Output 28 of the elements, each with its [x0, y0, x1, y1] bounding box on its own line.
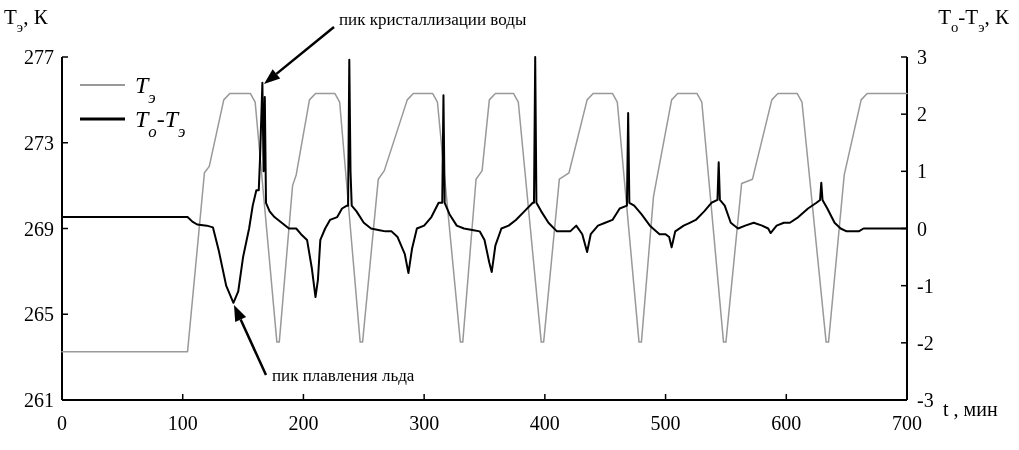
x-tick-label: 100: [167, 412, 198, 434]
y2-tick-label: 2: [917, 103, 927, 126]
y-axis-title: T$_{э}$, К: [4, 5, 49, 35]
legend-label: T$_{о}$-T$_{э}$: [135, 106, 186, 141]
x-tick-label: 300: [409, 412, 440, 434]
y-tick-label: 277: [24, 46, 54, 68]
x-axis-title: t , мин: [943, 398, 998, 420]
y2-tick-label: -1: [917, 274, 934, 297]
y-tick-label: 273: [24, 131, 54, 154]
y2-tick-label: 0: [917, 217, 927, 240]
legend-label: T$_{э}$: [135, 72, 156, 107]
y2-tick-label: -3: [917, 389, 934, 411]
y2-axis-title: T$_{о}$-T$_{э}$, К: [938, 5, 1010, 35]
y-tick-label: 269: [24, 217, 54, 240]
y-tick-label: 265: [24, 303, 54, 326]
y2-tick-label: 3: [917, 46, 927, 68]
y2-tick-label: -2: [917, 331, 934, 354]
text: пик кристаллизации воды: [339, 10, 527, 29]
y-tick-label: 261: [24, 389, 54, 411]
x-tick-label: 600: [771, 412, 802, 434]
x-tick-label: 400: [529, 412, 560, 434]
line-series: [61, 92, 908, 353]
x-tick-label: 700: [892, 412, 922, 434]
x-tick-label: 500: [650, 412, 681, 434]
x-tick-label: 200: [288, 412, 319, 434]
x-tick-label: 0: [57, 412, 67, 434]
annotation: пик плавления льда: [272, 366, 415, 385]
y2-tick-label: 1: [917, 160, 927, 183]
